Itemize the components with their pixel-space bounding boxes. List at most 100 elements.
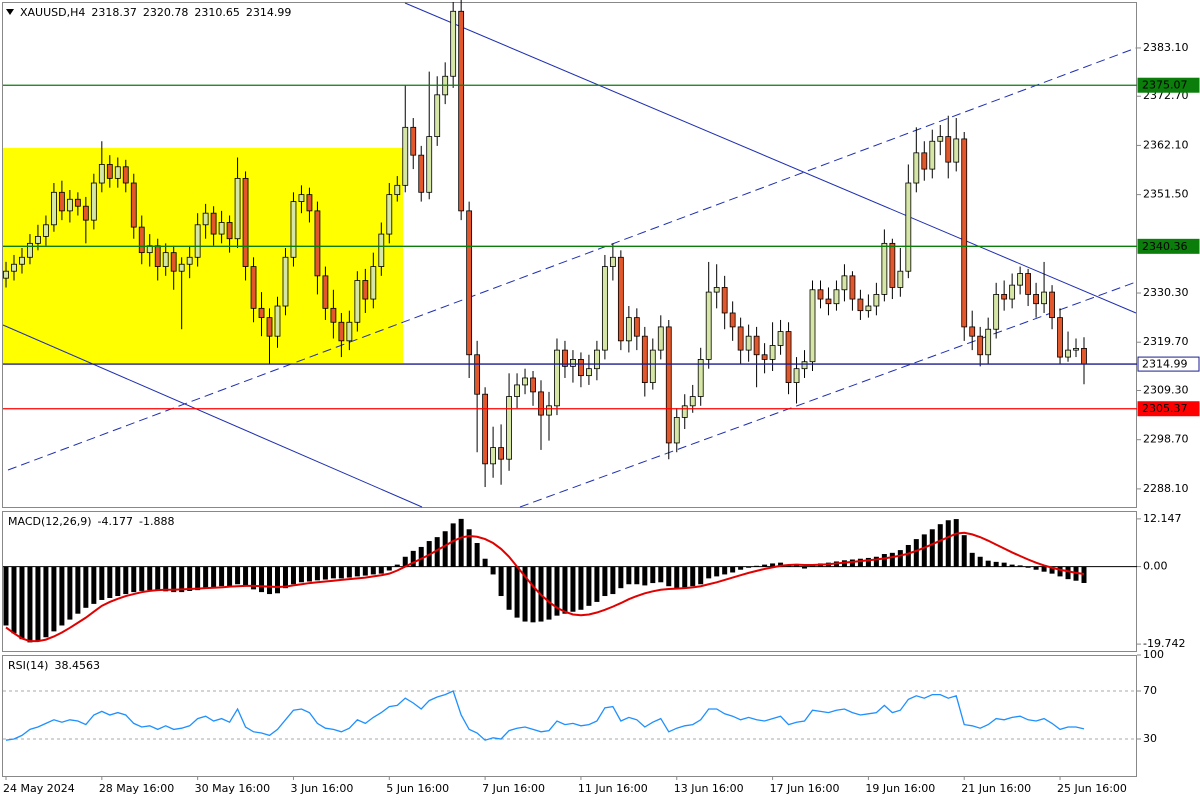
- macd-bar: [722, 566, 728, 575]
- candle-body: [450, 10, 457, 77]
- macd-bar: [1081, 566, 1087, 583]
- candle-body: [130, 182, 137, 228]
- macd-bar: [19, 566, 25, 640]
- level-label-box: [1137, 356, 1200, 372]
- candle-body: [186, 256, 193, 265]
- candle-body: [546, 405, 552, 416]
- candle-body: [354, 280, 361, 323]
- macd-bar: [506, 566, 512, 610]
- macd-bar: [490, 566, 496, 575]
- channel-line: [519, 281, 1137, 508]
- candle-body: [641, 335, 648, 384]
- macd-bar: [849, 559, 855, 567]
- macd-bar: [362, 566, 368, 576]
- candle-body: [945, 136, 952, 163]
- macd-bar: [1049, 566, 1055, 574]
- candle-body: [98, 164, 105, 184]
- macd-bar: [219, 566, 225, 587]
- candle-body: [841, 275, 848, 291]
- candle-body: [202, 212, 209, 226]
- macd-bar: [578, 566, 584, 610]
- candle-body: [170, 252, 177, 272]
- macd-bar: [450, 523, 456, 567]
- candle-body: [929, 140, 936, 170]
- macd-bar: [306, 566, 312, 582]
- candle-body: [809, 289, 816, 363]
- candle-body: [649, 349, 656, 384]
- range-box: [3, 148, 403, 363]
- x-tick-label: 11 Jun 16:00: [578, 782, 648, 795]
- candle-body: [905, 182, 912, 272]
- macd-bar: [354, 566, 360, 577]
- candle-body: [314, 210, 321, 277]
- candle-body: [19, 256, 25, 265]
- candle-body: [506, 396, 512, 460]
- candle-body: [298, 194, 305, 202]
- macd-bar: [778, 562, 784, 567]
- candle-body: [897, 270, 904, 288]
- header-open: 2318.37: [91, 6, 137, 19]
- y-tick-label: 2298.70: [1143, 433, 1189, 446]
- candle-body: [570, 358, 576, 367]
- candle-body: [705, 291, 712, 360]
- macd-bar: [1033, 566, 1039, 570]
- candle-body: [833, 289, 840, 305]
- y-tick-label: 12.147: [1143, 512, 1182, 525]
- candle-body: [426, 136, 433, 193]
- macd-bar: [378, 566, 384, 574]
- candle-body: [306, 194, 313, 212]
- candle-body: [625, 317, 632, 342]
- macd-bar: [690, 566, 696, 587]
- macd-bar: [274, 566, 280, 594]
- macd-bar: [514, 566, 520, 618]
- candle-body: [769, 345, 776, 360]
- x-tick-label: 13 Jun 16:00: [674, 782, 744, 795]
- y-tick-label: 2351.50: [1143, 188, 1189, 201]
- candle-body: [402, 126, 409, 186]
- macd-bar: [586, 566, 592, 606]
- level-label: 2314.99: [1142, 358, 1188, 371]
- y-tick-label: 0.00: [1143, 560, 1168, 573]
- candle-body: [282, 256, 289, 307]
- candle-body: [530, 377, 536, 393]
- candle-body: [985, 328, 992, 356]
- macd-bar: [91, 566, 97, 604]
- candle-body: [873, 294, 880, 307]
- candle-body: [290, 201, 297, 258]
- candle-body: [673, 417, 680, 444]
- candle-body: [138, 226, 145, 254]
- candle-body: [993, 294, 1000, 330]
- macd-bar: [482, 558, 488, 567]
- macd-bar: [67, 566, 73, 620]
- candle-body: [921, 152, 928, 170]
- macd-bar: [953, 519, 959, 567]
- candle-body: [601, 266, 608, 351]
- macd-bar: [171, 566, 177, 593]
- candle-body: [106, 164, 113, 179]
- macd-bar: [474, 543, 480, 567]
- candle-body: [721, 287, 728, 314]
- x-tick-label: 7 Jun 16:00: [482, 782, 545, 795]
- macd-bar: [1057, 566, 1063, 577]
- candle-body: [66, 198, 73, 212]
- candle-body: [258, 307, 265, 319]
- macd-bar: [203, 566, 209, 589]
- candle-body: [1017, 273, 1024, 286]
- candle-body: [74, 198, 81, 207]
- macd-bar: [969, 552, 975, 567]
- candle-body: [1057, 317, 1063, 358]
- macd-bar: [179, 566, 185, 593]
- candle-body: [274, 305, 281, 337]
- x-tick-label: 5 Jun 16:00: [386, 782, 449, 795]
- macd-bar: [227, 566, 233, 587]
- symbol: XAUUSD,H4: [20, 6, 85, 19]
- macd-bar: [370, 566, 376, 575]
- candle-body: [1033, 294, 1039, 305]
- macd-bar: [330, 566, 336, 579]
- macd-bar: [187, 566, 193, 591]
- candle-body: [35, 235, 41, 244]
- indicator-value: -1.888: [139, 515, 174, 528]
- candle-body: [178, 263, 185, 272]
- macd-bar: [881, 554, 887, 567]
